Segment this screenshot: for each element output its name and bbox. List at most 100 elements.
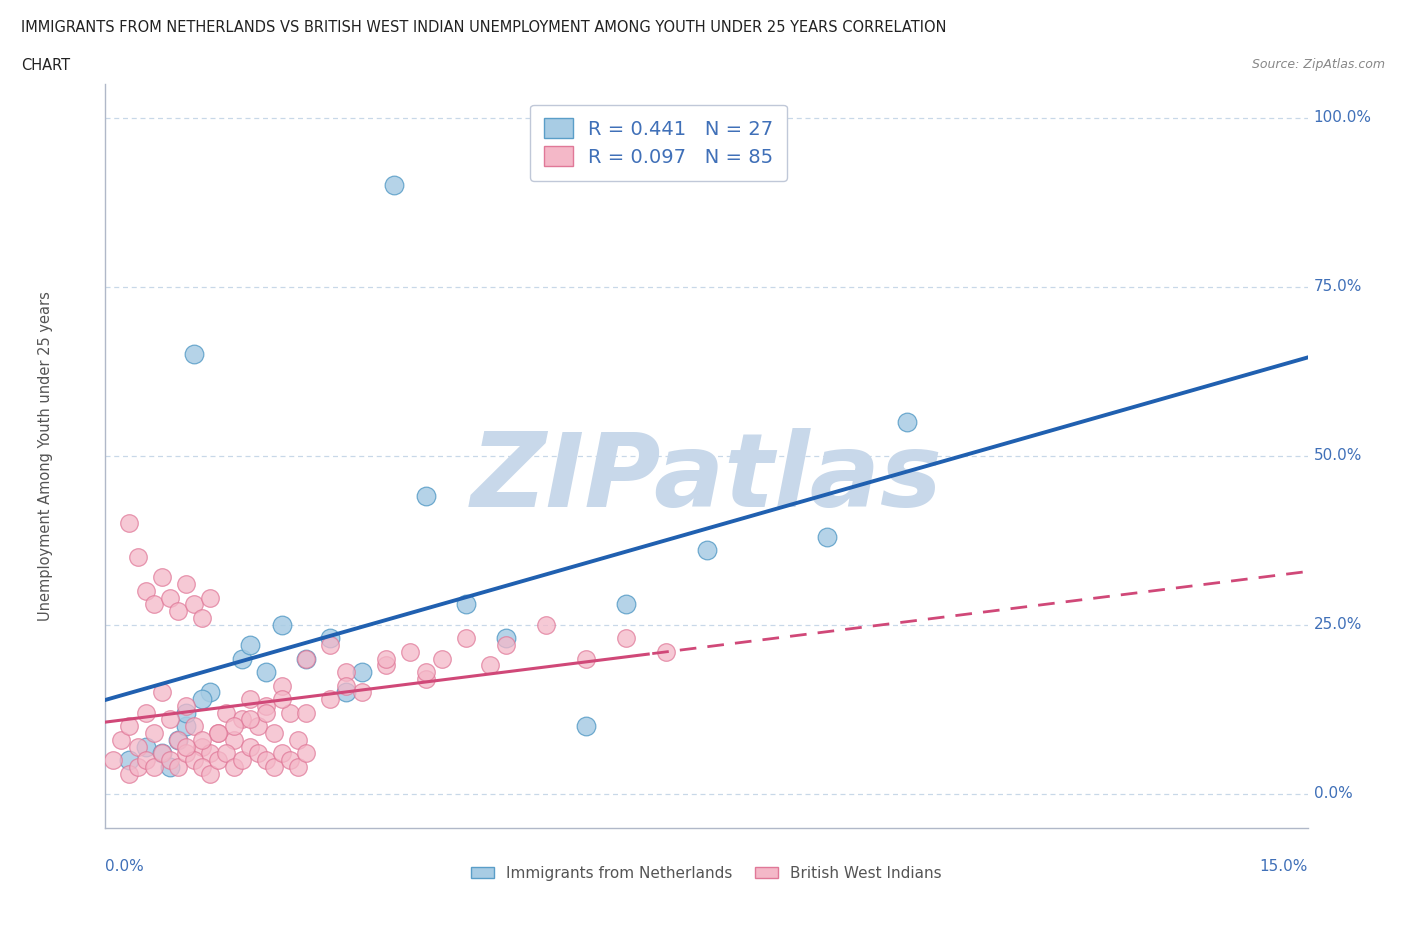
Point [575,651,598,666]
Point [103,752,125,767]
Point [183,752,205,767]
Point [246,746,269,761]
Point [166,604,188,618]
Point [142,760,165,775]
Point [190,692,212,707]
Point [239,638,262,653]
Text: Source: ZipAtlas.com: Source: ZipAtlas.com [1251,58,1385,71]
Point [222,732,245,747]
Text: 25.0%: 25.0% [1313,618,1362,632]
Point [183,347,205,362]
Point [287,732,309,747]
Point [270,678,292,693]
Point [127,550,149,565]
Point [263,760,285,775]
Point [166,760,188,775]
Point [350,685,373,700]
Point [183,597,205,612]
Text: IMMIGRANTS FROM NETHERLANDS VS BRITISH WEST INDIAN UNEMPLOYMENT AMONG YOUTH UNDE: IMMIGRANTS FROM NETHERLANDS VS BRITISH W… [21,20,946,35]
Point [118,752,141,767]
Point [896,415,918,430]
Point [174,698,197,713]
Point [335,685,357,700]
Point [534,618,557,632]
Point [174,577,197,591]
Point [150,685,173,700]
Point [454,597,477,612]
Point [295,705,318,720]
Point [415,671,437,686]
Point [135,752,157,767]
Text: 15.0%: 15.0% [1260,859,1308,874]
Point [198,591,221,605]
Point [415,665,437,680]
Point [239,692,262,707]
Point [616,631,638,645]
Point [278,752,301,767]
Point [231,712,253,727]
Point [270,618,292,632]
Point [495,638,517,653]
Point [207,725,229,740]
Point [174,705,197,720]
Point [374,658,398,672]
Point [239,739,262,754]
Text: 50.0%: 50.0% [1313,448,1362,463]
Point [142,597,165,612]
Point [270,746,292,761]
Legend: Immigrants from Netherlands, British West Indians: Immigrants from Netherlands, British Wes… [465,860,948,887]
Point [214,705,236,720]
Point [142,725,165,740]
Point [150,746,173,761]
Point [239,712,262,727]
Point [815,529,838,544]
Point [350,665,373,680]
Text: Unemployment Among Youth under 25 years: Unemployment Among Youth under 25 years [38,291,53,620]
Point [319,638,342,653]
Point [222,719,245,734]
Point [335,665,357,680]
Text: 0.0%: 0.0% [105,859,145,874]
Text: CHART: CHART [21,58,70,73]
Point [319,692,342,707]
Point [190,739,212,754]
Point [254,665,277,680]
Point [246,719,269,734]
Point [399,644,422,659]
Point [335,678,357,693]
Point [127,760,149,775]
Point [135,705,157,720]
Point [118,719,141,734]
Point [135,739,157,754]
Point [159,760,181,775]
Point [150,570,173,585]
Point [254,698,277,713]
Point [231,752,253,767]
Point [198,685,221,700]
Point [110,732,132,747]
Text: 75.0%: 75.0% [1313,279,1362,294]
Text: ZIPatlas: ZIPatlas [471,428,942,528]
Point [159,591,181,605]
Point [655,644,678,659]
Point [190,760,212,775]
Point [159,712,181,727]
Point [135,583,157,598]
Point [118,516,141,531]
Point [183,719,205,734]
Point [287,760,309,775]
Point [231,651,253,666]
Point [166,732,188,747]
Point [198,766,221,781]
Point [174,739,197,754]
Point [254,752,277,767]
Text: 100.0%: 100.0% [1313,110,1372,125]
Point [174,719,197,734]
Point [190,611,212,626]
Point [479,658,502,672]
Point [415,489,437,504]
Point [696,543,718,558]
Point [575,719,598,734]
Point [174,746,197,761]
Point [495,631,517,645]
